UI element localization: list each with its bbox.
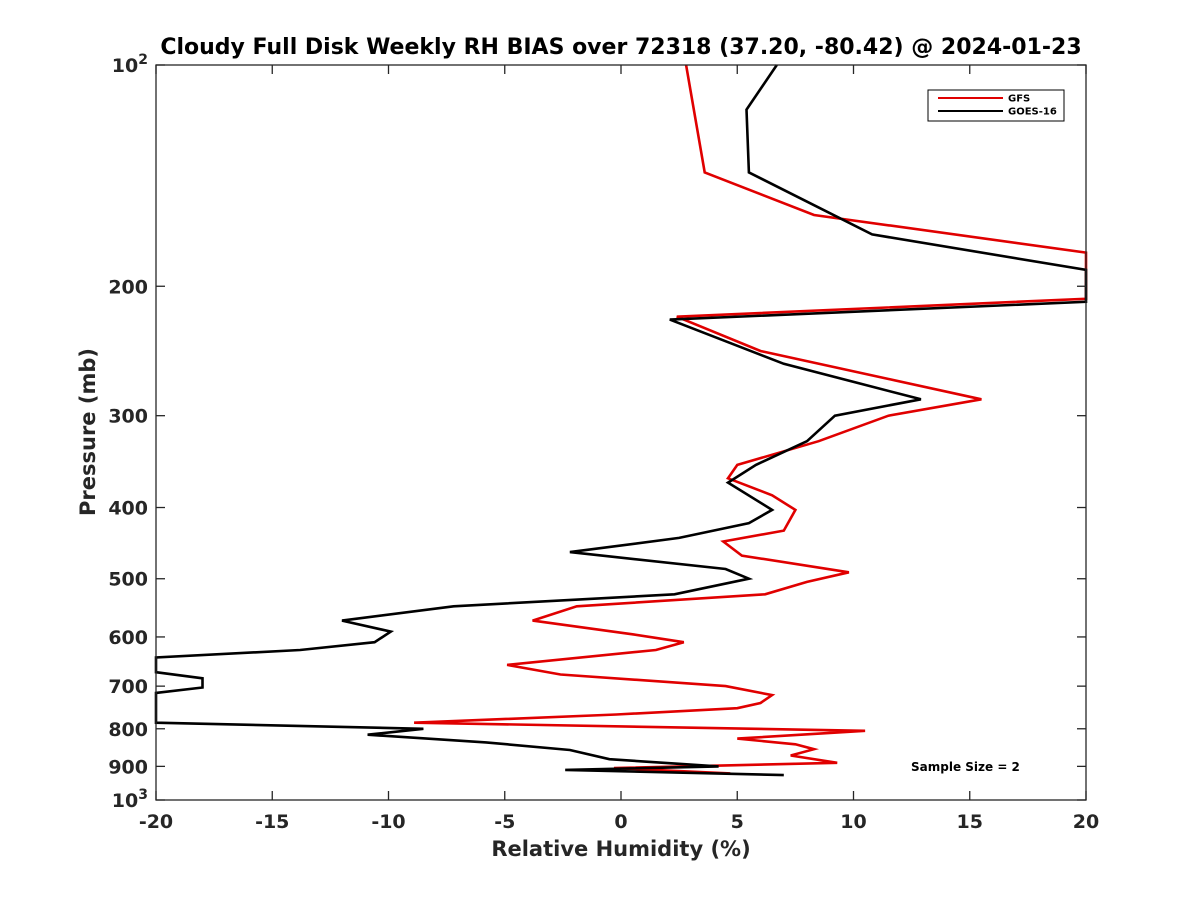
y-tick-label: 900	[108, 756, 148, 778]
sample-size-annotation: Sample Size = 2	[911, 760, 1020, 774]
x-tick-label: -5	[494, 811, 515, 833]
x-axis: -20 -15 -10 -5 0 5 10 15 20	[139, 65, 1099, 833]
y-axis: 102 200 300 400 500 600 700 800 900 103	[108, 52, 1086, 812]
legend-box	[927, 89, 1065, 122]
series-line-gfs	[414, 64, 1088, 775]
x-tick-label: -20	[139, 811, 173, 833]
y-tick-label: 300	[108, 406, 148, 428]
x-tick-label: 15	[957, 811, 983, 833]
y-tick-label: 400	[108, 498, 148, 520]
x-tick-label: -15	[255, 811, 289, 833]
y-tick-label: 600	[108, 627, 148, 649]
y-tick-label: 500	[108, 569, 148, 591]
x-tick-label: 10	[840, 811, 866, 833]
y-tick-label: 103	[112, 787, 148, 812]
x-tick-label: 5	[731, 811, 744, 833]
chart-title: Cloudy Full Disk Weekly RH BIAS over 723…	[160, 35, 1081, 60]
y-tick-label: 200	[108, 276, 148, 298]
legend-label-goes-16: GOES-16	[1008, 107, 1057, 118]
y-tick-label: 700	[108, 676, 148, 698]
x-axis-label: Relative Humidity (%)	[491, 837, 750, 861]
x-tick-label: 0	[614, 811, 627, 833]
series-line-goes-16	[154, 64, 1088, 777]
plot-lines	[154, 64, 1088, 777]
y-axis-label: Pressure (mb)	[76, 348, 100, 516]
y-tick-label: 800	[108, 719, 148, 741]
legend: GFS GOES-16	[927, 89, 1065, 122]
y-tick-label: 102	[112, 52, 148, 77]
plot-area-frame	[155, 64, 1087, 801]
x-tick-label: -10	[371, 811, 405, 833]
x-tick-label: 20	[1073, 811, 1099, 833]
legend-label-gfs: GFS	[1008, 94, 1030, 105]
